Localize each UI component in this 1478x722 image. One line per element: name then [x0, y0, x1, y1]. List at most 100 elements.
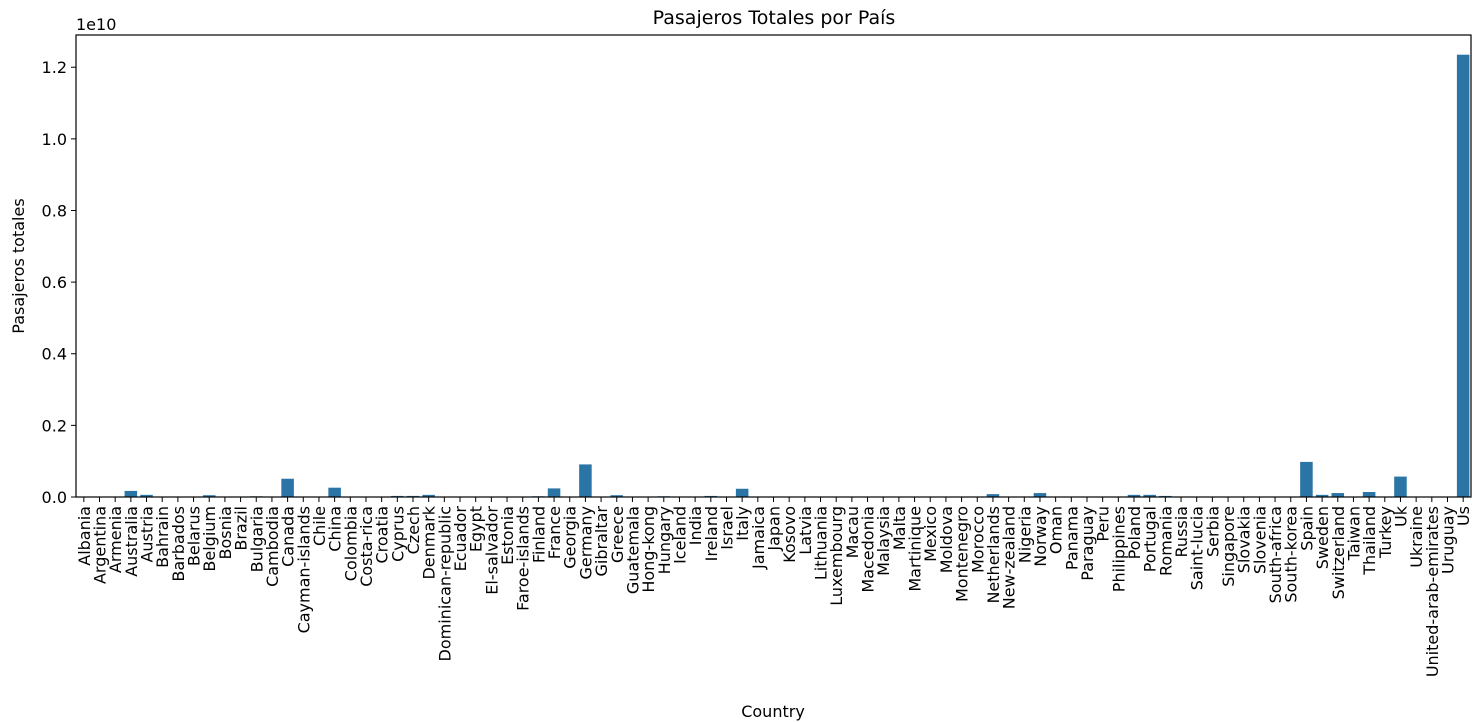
bar: [1033, 493, 1047, 497]
x-tick-label: India: [686, 506, 705, 545]
x-tick-label: Gibraltar: [592, 506, 611, 577]
bar: [1456, 54, 1470, 498]
x-tick-label: Morocco: [968, 506, 987, 573]
x-tick-label: Uruguay: [1438, 506, 1457, 574]
plot-area-frame: [75, 34, 1472, 498]
x-tick-label: Egypt: [467, 506, 486, 552]
bar: [735, 488, 749, 497]
bar: [281, 478, 294, 497]
x-tick-label: Lithuania: [812, 506, 831, 580]
x-tick-label: Estonia: [498, 506, 517, 565]
bar: [1362, 491, 1376, 497]
x-tick-label: Malta: [890, 506, 909, 550]
x-tick-label: Italy: [733, 506, 752, 541]
x-tick-label: Macedonia: [859, 506, 878, 593]
y-tick-label: 0.2: [42, 416, 67, 435]
x-tick-label: Latvia: [796, 506, 815, 555]
x-tick-label: Denmark: [420, 505, 439, 579]
x-tick-label: Georgia: [561, 506, 580, 569]
x-tick-label: Panama: [1062, 506, 1081, 570]
x-tick-label: Brazil: [232, 506, 251, 551]
x-tick-label: Montenegro: [953, 506, 972, 602]
x-tick-label: Nigeria: [1015, 506, 1034, 563]
x-tick-label: Ukraine: [1407, 506, 1426, 568]
x-tick-label: Sweden: [1313, 506, 1332, 569]
bar: [1331, 493, 1345, 497]
x-tick-label: Australia: [122, 506, 141, 577]
x-tick-label: Ecuador: [451, 506, 470, 572]
x-tick-label: Belgium: [200, 506, 219, 572]
y-tick-label: 1.2: [42, 58, 67, 77]
x-tick-label: Czech: [404, 506, 423, 554]
bar: [986, 494, 1000, 497]
bar: [1143, 494, 1156, 497]
y-axis-offset-label: 1e10: [76, 15, 116, 34]
x-tick-label: Norway: [1031, 506, 1050, 567]
x-tick-label: Oman: [1047, 506, 1066, 554]
x-tick-label: Slovakia: [1235, 506, 1254, 573]
y-tick-label: 0.8: [42, 201, 67, 220]
x-tick-label: Poland: [1125, 506, 1144, 559]
x-tick-label: New-zealand: [1000, 506, 1019, 609]
x-axis-label: Country: [741, 702, 805, 721]
x-tick-label: Faroe-islands: [514, 506, 533, 611]
x-tick-label: Martinique: [906, 506, 925, 592]
bar: [547, 488, 561, 497]
x-tick-label: El-salvador: [482, 506, 501, 595]
x-tick-label: Croatia: [373, 506, 392, 564]
x-tick-label: Cambodia: [263, 506, 282, 587]
bar-series: [124, 54, 1470, 498]
bar: [124, 490, 138, 497]
x-tick-label: Greece: [608, 506, 627, 563]
x-tick-label: Romania: [1156, 506, 1175, 576]
x-tick-label: Macau: [843, 506, 862, 558]
x-tick-label: Guatemala: [623, 506, 642, 594]
bar: [202, 495, 216, 497]
x-tick-label: Hungary: [655, 506, 674, 574]
x-tick-label: Germany: [576, 506, 595, 580]
bar: [140, 494, 153, 497]
x-tick-label: Costa-rica: [357, 506, 376, 587]
y-tick-label: 0.0: [42, 488, 67, 507]
y-axis-ticks: 0.0 0.2 0.4 0.6 0.8 1.0 1.2: [42, 58, 76, 507]
x-tick-label: China: [326, 506, 345, 552]
x-tick-label: Turkey: [1376, 506, 1395, 559]
x-tick-label: Taiwan: [1344, 506, 1363, 561]
x-tick-label: Slovenia: [1250, 506, 1269, 574]
x-tick-label: Chile: [310, 506, 329, 546]
x-tick-label: Paraguay: [1078, 506, 1097, 581]
y-tick-label: 0.4: [42, 345, 67, 364]
x-tick-label: Barbados: [169, 506, 188, 582]
x-tick-label: Peru: [1094, 506, 1113, 542]
y-axis-label: Pasajeros totales: [9, 198, 28, 333]
x-tick-label: Netherlands: [984, 506, 1003, 604]
x-tick-label: Iceland: [670, 506, 689, 564]
x-tick-label: Dominican-republic: [435, 506, 454, 661]
x-tick-label: Finland: [529, 506, 548, 563]
x-tick-label: Saint-lucia: [1188, 506, 1207, 590]
x-tick-label: France: [545, 506, 564, 559]
x-tick-label: Hong-kong: [639, 506, 658, 593]
x-tick-label: Singapore: [1219, 506, 1238, 587]
x-axis-ticks: AlbaniaArgentinaArmeniaAustraliaAustriaB…: [75, 497, 1473, 677]
x-tick-label: Canada: [279, 506, 298, 567]
x-tick-label: Us: [1454, 506, 1473, 526]
bar: [1394, 476, 1407, 497]
x-tick-label: Philippines: [1109, 506, 1128, 592]
bar: [610, 495, 624, 497]
x-tick-label: Luxembourg: [827, 506, 846, 606]
x-tick-label: Spain: [1297, 506, 1316, 551]
x-tick-label: Serbia: [1203, 506, 1222, 557]
x-tick-label: Colombia: [341, 506, 360, 581]
x-tick-label: Mexico: [921, 506, 940, 562]
x-tick-label: Ireland: [702, 506, 721, 561]
bar: [579, 464, 592, 497]
bar: [1300, 461, 1313, 497]
x-tick-label: Bahrain: [153, 506, 172, 568]
x-tick-label: Portugal: [1141, 506, 1160, 572]
x-tick-label: Belarus: [185, 506, 204, 566]
x-tick-label: Bosnia: [216, 506, 235, 560]
x-tick-label: Albania: [75, 506, 94, 566]
x-tick-label: Uk: [1391, 505, 1410, 527]
